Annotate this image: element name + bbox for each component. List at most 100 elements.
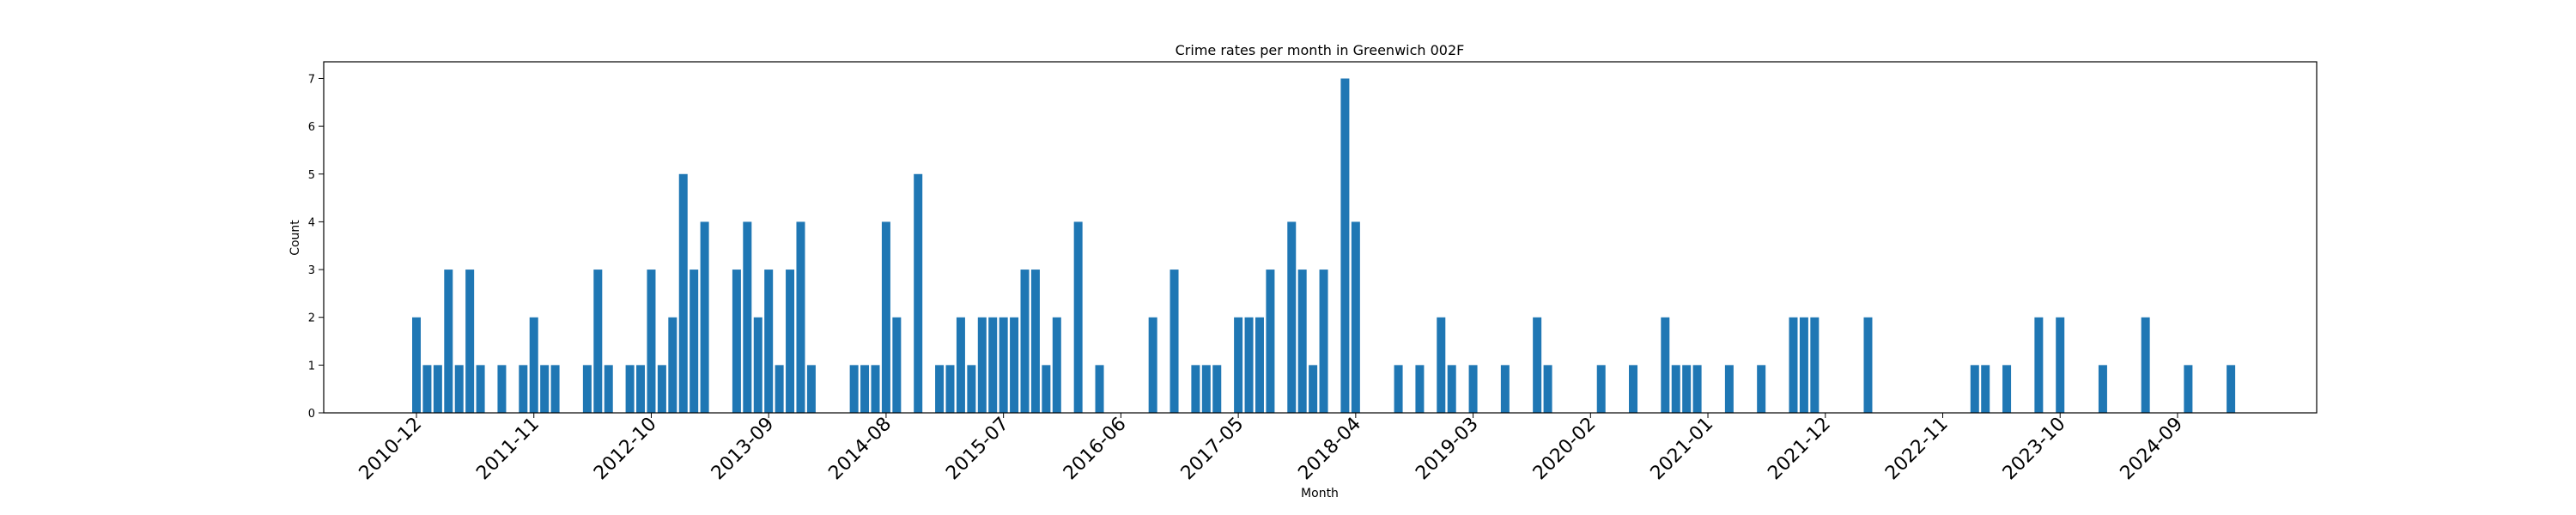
x-tick-label: 2012-10: [590, 414, 661, 485]
bar-2019-03: [1468, 365, 1478, 413]
bar-2012-01: [550, 365, 560, 413]
y-tick-label: 1: [308, 360, 315, 373]
bar-2011-04: [454, 365, 464, 413]
bar-2025-02: [2227, 365, 2236, 413]
x-tick-label: 2023-10: [1999, 414, 2070, 485]
bar-2015-11: [1042, 365, 1051, 413]
bar-2018-03: [1340, 78, 1350, 413]
bar-2021-03: [1724, 365, 1734, 413]
bar-2011-11: [529, 317, 538, 413]
bar-2024-06: [2141, 317, 2150, 413]
x-tick-label: 2022-11: [1881, 414, 1953, 485]
bar-2012-08: [625, 365, 635, 413]
bar-2014-09: [892, 317, 902, 413]
bar-2021-10: [1799, 317, 1808, 413]
bar-2012-10: [647, 270, 656, 413]
bar-2020-09: [1661, 317, 1670, 413]
bar-2013-12: [796, 221, 805, 413]
bar-2019-01: [1447, 365, 1456, 413]
bar-2013-01: [678, 173, 688, 413]
x-tick-label: 2018-04: [1294, 414, 1365, 485]
bar-2023-05: [2002, 365, 2012, 413]
bar-2014-08: [881, 221, 890, 413]
bar-2015-10: [1030, 270, 1040, 413]
bar-2020-11: [1682, 365, 1692, 413]
bar-2023-02: [1970, 365, 1979, 413]
y-tick-label: 3: [308, 264, 315, 277]
x-tick-label: 2014-08: [824, 414, 896, 485]
plot-frame: [323, 61, 2318, 414]
bar-2018-12: [1437, 317, 1446, 413]
x-tick-label: 2016-06: [1060, 414, 1131, 485]
bar-2022-04: [1863, 317, 1873, 413]
bar-2013-11: [786, 270, 795, 413]
bar-2016-09: [1148, 317, 1157, 413]
chart-title: Crime rates per month in Greenwich 002F: [1176, 42, 1465, 58]
bar-2012-12: [668, 317, 677, 413]
bar-2016-04: [1095, 365, 1104, 413]
bar-2018-04: [1351, 221, 1360, 413]
bar-2015-07: [999, 317, 1008, 413]
bar-2023-08: [2034, 317, 2044, 413]
bar-2015-02: [945, 365, 955, 413]
bar-2021-09: [1789, 317, 1798, 413]
bar-2012-11: [657, 365, 666, 413]
bar-2012-04: [582, 365, 592, 413]
bar-2020-10: [1671, 365, 1680, 413]
y-axis-label: Count: [289, 220, 302, 256]
bar-2024-10: [2184, 365, 2193, 413]
bar-2023-10: [2056, 317, 2065, 413]
bar-2015-12: [1052, 317, 1061, 413]
x-tick-label: 2021-12: [1764, 414, 1835, 485]
bar-2021-11: [1810, 317, 1820, 413]
y-tick-label: 0: [308, 408, 315, 421]
bar-2011-08: [497, 365, 507, 413]
bar-2012-05: [593, 270, 603, 413]
bars-group: [412, 78, 2236, 413]
bar-2010-12: [412, 317, 421, 413]
x-tick-label: 2011-11: [472, 414, 544, 485]
bar-2018-08: [1394, 365, 1403, 413]
x-axis-label: Month: [1301, 487, 1339, 500]
bar-2011-10: [519, 365, 528, 413]
bar-2020-06: [1629, 365, 1638, 413]
x-tick-label: 2015-07: [942, 414, 1013, 485]
bar-2023-03: [1981, 365, 1990, 413]
bar-2012-06: [604, 365, 613, 413]
bar-2021-06: [1757, 365, 1766, 413]
x-axis-ticks: 2010-12 2011-11 2012-10 2013-09 2014-08 2015-…: [355, 413, 2187, 485]
bar-2017-12: [1309, 365, 1318, 413]
bar-2015-04: [967, 365, 976, 413]
bar-2011-06: [476, 365, 485, 413]
bar-2013-06: [732, 270, 741, 413]
bar-2017-06: [1244, 317, 1254, 413]
bar-2017-08: [1266, 270, 1275, 413]
bar-2011-01: [422, 365, 432, 413]
bar-2019-06: [1500, 365, 1510, 413]
bar-2011-02: [433, 365, 442, 413]
bar-2014-06: [860, 365, 870, 413]
bar-2020-12: [1692, 365, 1702, 413]
bar-2014-07: [871, 365, 880, 413]
bar-2013-03: [700, 221, 709, 413]
bar-2013-02: [690, 270, 699, 413]
bar-2013-10: [775, 365, 784, 413]
bar-2013-07: [743, 221, 752, 413]
bar-2014-05: [849, 365, 859, 413]
bar-2017-03: [1212, 365, 1222, 413]
bar-2014-01: [806, 365, 816, 413]
bar-2017-10: [1287, 221, 1297, 413]
y-tick-label: 2: [308, 312, 315, 325]
bar-2018-01: [1319, 270, 1328, 413]
x-tick-label: 2010-12: [355, 414, 427, 485]
bar-2015-06: [988, 317, 998, 413]
bar-2015-08: [1010, 317, 1019, 413]
bar-2017-02: [1201, 365, 1211, 413]
bar-2012-09: [636, 365, 646, 413]
x-tick-label: 2017-05: [1177, 414, 1249, 485]
bar-2016-02: [1073, 221, 1083, 413]
bar-2015-05: [977, 317, 987, 413]
bar-2013-08: [753, 317, 762, 413]
bar-2017-07: [1255, 317, 1264, 413]
bar-2019-10: [1543, 365, 1552, 413]
